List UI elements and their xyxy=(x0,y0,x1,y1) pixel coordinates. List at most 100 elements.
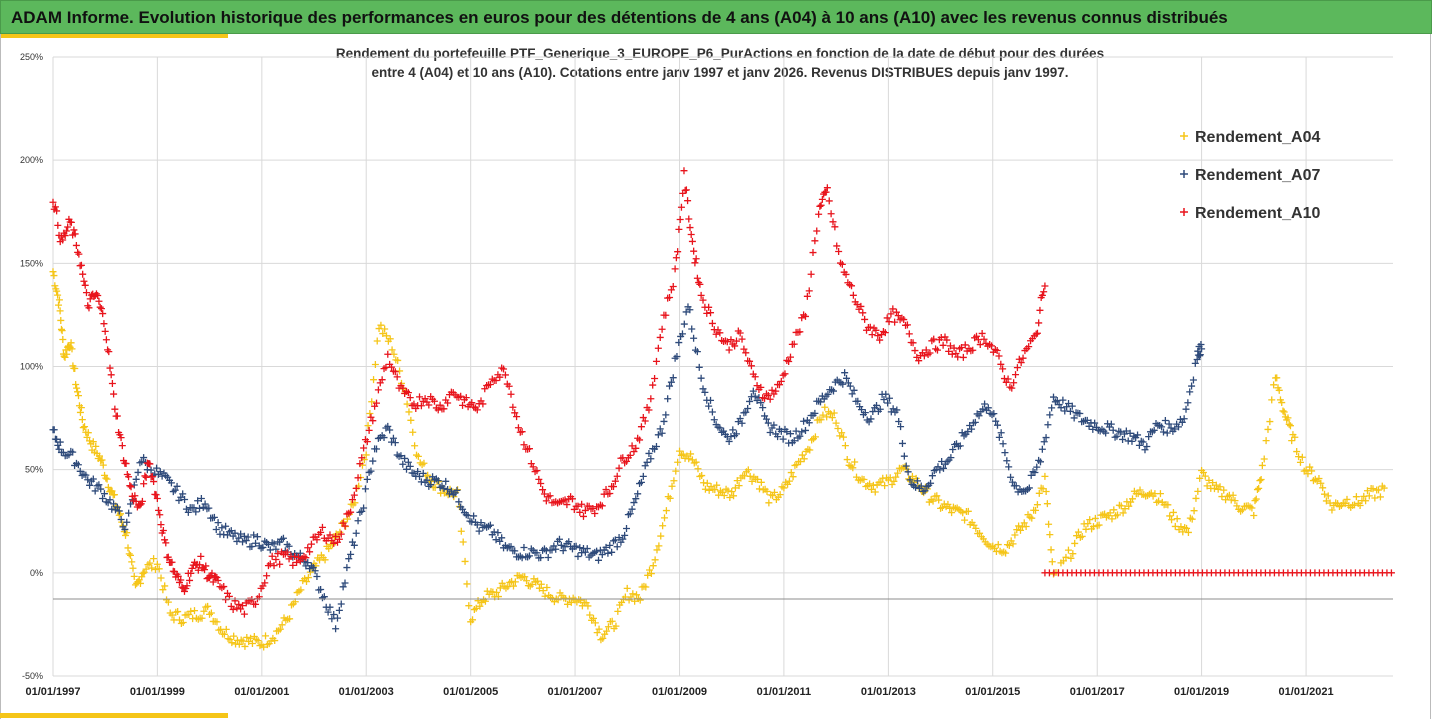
rendement-a07-point xyxy=(654,431,662,439)
rendement-a04-point xyxy=(1306,463,1314,471)
rendement-a10-point xyxy=(268,552,276,560)
rendement-a07-point xyxy=(1113,432,1121,440)
rendement-a07-point xyxy=(1134,431,1142,439)
rendement-a10-point xyxy=(988,342,996,350)
rendement-a07-point xyxy=(565,538,573,546)
rendement-a10-point xyxy=(891,318,899,326)
rendement-a04-point xyxy=(457,527,465,535)
rendement-a10-point xyxy=(462,394,470,402)
rendement-a10-point xyxy=(637,423,645,431)
rendement-a04-point xyxy=(386,335,394,343)
rendement-a10-point xyxy=(222,596,230,604)
rendement-a10-point xyxy=(459,401,467,409)
rendement-a07-point xyxy=(1126,429,1134,437)
rendement-a04-point xyxy=(424,471,432,479)
rendement-a07-point xyxy=(179,490,187,498)
rendement-a10-point xyxy=(113,412,121,420)
rendement-a10-point xyxy=(920,352,928,360)
rendement-a04-point xyxy=(1155,497,1163,505)
rendement-a10-point xyxy=(337,530,345,538)
rendement-a04-point xyxy=(1089,523,1097,531)
rendement-a07-point xyxy=(994,421,1001,429)
rendement-a10-point xyxy=(518,428,526,436)
rendement-a07-point xyxy=(447,487,455,495)
rendement-a04-point xyxy=(493,588,501,596)
rendement-a07-point xyxy=(1117,428,1125,436)
rendement-a04-point xyxy=(306,568,314,576)
rendement-a04-point xyxy=(662,507,670,515)
rendement-a07-point xyxy=(201,500,209,508)
rendement-a07-point xyxy=(611,536,619,544)
rendement-a10-point xyxy=(276,560,284,568)
rendement-a10-point xyxy=(369,417,377,425)
rendement-a04-point xyxy=(370,376,378,384)
rendement-a10-point xyxy=(77,261,85,269)
rendement-a10-point xyxy=(82,289,90,297)
rendement-a10-point xyxy=(272,555,280,563)
rendement-a10-point xyxy=(62,227,70,235)
rendement-a07-point xyxy=(725,437,733,445)
rendement-a04-point xyxy=(1284,414,1292,422)
rendement-a07-point xyxy=(798,428,806,436)
rendement-a04-point xyxy=(1073,532,1081,540)
rendement-a07-point xyxy=(613,543,621,551)
rendement-a10-point xyxy=(141,472,149,480)
rendement-a10-point xyxy=(80,277,88,285)
rendement-a10-point xyxy=(214,576,222,584)
rendement-a04-point xyxy=(1196,474,1204,482)
rendement-a07-point xyxy=(76,467,84,475)
rendement-a07-point xyxy=(749,387,757,395)
rendement-a10-point xyxy=(950,344,958,352)
rendement-a04-point xyxy=(381,325,389,333)
rendement-a07-point xyxy=(678,330,686,338)
rendement-a10-point xyxy=(578,500,586,508)
rendement-a10-point xyxy=(332,532,340,540)
rendement-a04-point xyxy=(843,456,851,464)
rendement-a04-point xyxy=(826,410,834,418)
rendement-a07-point xyxy=(1001,449,1009,457)
rendement-a10-point xyxy=(159,526,167,534)
rendement-a04-point xyxy=(73,384,81,392)
rendement-a04-point xyxy=(841,442,849,450)
rendement-a04-point xyxy=(1047,546,1055,554)
rendement-a04-point xyxy=(54,291,62,299)
rendement-a04-point xyxy=(670,477,678,485)
rendement-a10-point xyxy=(131,492,139,500)
rendement-a04-point xyxy=(731,484,739,492)
rendement-a10-point xyxy=(542,497,550,505)
rendement-a10-point xyxy=(289,561,297,569)
rendement-a07-point xyxy=(634,490,642,498)
rendement-a10-point xyxy=(1013,364,1021,372)
rendement-a07-point xyxy=(423,476,431,484)
rendement-a10-point xyxy=(997,360,1005,368)
rendement-a07-point xyxy=(906,476,914,484)
rendement-a07-point xyxy=(1033,463,1041,471)
rendement-a10-point xyxy=(291,552,299,560)
rendement-a07-point xyxy=(701,388,709,396)
rendement-a10-point xyxy=(473,406,481,414)
rendement-a04-point xyxy=(1002,549,1010,557)
rendement-a10-point xyxy=(903,321,911,329)
rendement-a04-point xyxy=(830,409,838,417)
rendement-a07-point xyxy=(927,479,935,487)
rendement-a04-point xyxy=(851,458,859,466)
rendement-a07-point xyxy=(902,462,910,470)
rendement-a07-point xyxy=(839,380,847,388)
rendement-a10-point xyxy=(49,198,57,206)
legend: Rendement_A04 Rendement_A07 Rendement_A10 xyxy=(1180,129,1320,222)
rendement-a04-point xyxy=(1280,408,1288,416)
rendement-a04-point xyxy=(72,380,80,388)
rendement-a07-point xyxy=(363,475,371,483)
rendement-a07-point xyxy=(296,549,304,557)
rendement-a10-point xyxy=(186,576,194,584)
rendement-a10-point xyxy=(354,474,362,482)
rendement-a04-point xyxy=(84,429,92,437)
rendement-a10-point xyxy=(53,207,61,215)
rendement-a10-point xyxy=(732,337,740,345)
rendement-a04-point xyxy=(125,550,133,558)
rendement-a07-point xyxy=(404,458,412,466)
rendement-a10-point xyxy=(576,508,584,516)
rendement-a04-point xyxy=(411,442,419,450)
rendement-a10-point xyxy=(410,400,418,408)
rendement-a04-point xyxy=(1356,502,1364,510)
